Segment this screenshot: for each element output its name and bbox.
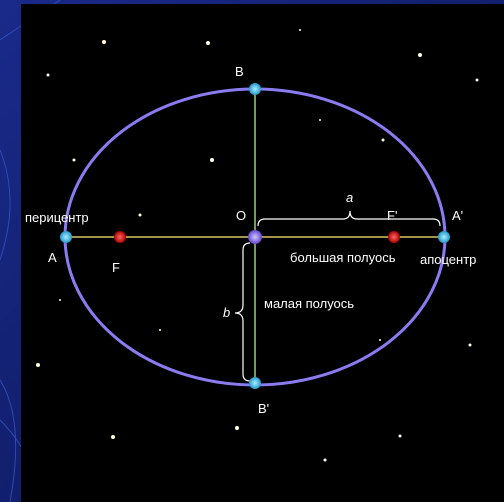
label-semi-major: большая полуось <box>290 250 396 265</box>
focus-f-prime <box>388 231 400 243</box>
label-a-symbol: a <box>346 190 353 205</box>
point-b <box>249 83 261 95</box>
point-a <box>60 231 72 243</box>
label-o: O <box>236 208 246 223</box>
label-pericenter: перицентр <box>25 210 89 225</box>
label-b-symbol: b <box>223 305 230 320</box>
label-apocenter: апоцентр <box>420 252 476 267</box>
slide: B O перицентр A F a F' A' большая полуос… <box>0 0 504 502</box>
point-a-prime <box>438 231 450 243</box>
label-a-prime: A' <box>452 208 463 223</box>
label-f: F <box>112 260 120 275</box>
focus-f <box>114 231 126 243</box>
point-o <box>248 230 262 244</box>
label-semi-minor: малая полуось <box>264 296 354 311</box>
point-b-prime <box>249 377 261 389</box>
label-f-prime: F' <box>387 208 397 223</box>
label-b-prime: B' <box>258 401 269 416</box>
label-a: A <box>48 250 57 265</box>
label-b: B <box>235 64 244 79</box>
